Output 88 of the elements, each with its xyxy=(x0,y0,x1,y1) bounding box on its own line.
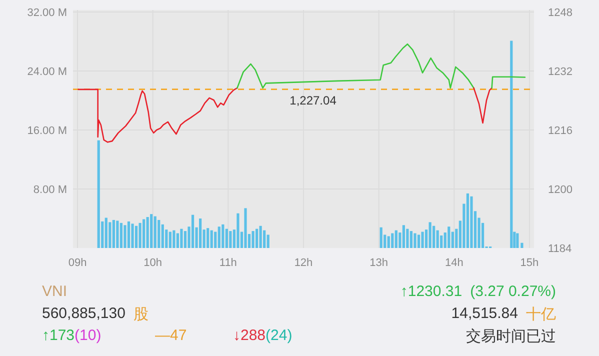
y2-tick-label: 1248 xyxy=(548,7,572,19)
bar xyxy=(255,228,258,248)
bar xyxy=(414,233,416,248)
bar xyxy=(127,221,130,248)
bar xyxy=(394,230,398,248)
bar xyxy=(387,236,390,248)
bar xyxy=(161,224,164,248)
text: ↑173 xyxy=(42,327,75,344)
bar xyxy=(448,226,450,248)
y-tick-label: 24.00 M xyxy=(27,66,67,78)
bar xyxy=(252,231,254,248)
y2-tick-label: 1184 xyxy=(548,243,572,255)
bar xyxy=(520,242,524,248)
bar xyxy=(138,222,142,248)
bar xyxy=(104,218,108,248)
text: 股 xyxy=(133,305,148,324)
bar xyxy=(199,218,202,248)
bar xyxy=(206,228,210,248)
text: (3.27 0.27%) xyxy=(470,283,556,300)
bar xyxy=(516,233,519,248)
bar xyxy=(116,220,119,248)
bar xyxy=(154,216,156,248)
text: 交易时间已过 xyxy=(466,327,556,346)
line-series xyxy=(473,87,492,124)
bar xyxy=(191,214,194,248)
bar xyxy=(466,193,470,248)
bar xyxy=(417,234,420,248)
bar xyxy=(146,217,149,248)
y2-tick-label: 1200 xyxy=(548,184,572,196)
bar xyxy=(150,214,153,248)
text: VNI xyxy=(42,283,68,300)
bar xyxy=(218,226,220,248)
bar xyxy=(266,234,270,248)
y2-tick-label: 1232 xyxy=(548,66,572,78)
bar xyxy=(97,140,100,248)
bar xyxy=(380,227,382,248)
x-tick-label: 12h xyxy=(294,257,313,269)
x-tick-label: 11h xyxy=(219,257,237,269)
x-tick-label: 14h xyxy=(444,257,464,269)
bar xyxy=(108,222,112,248)
text: 十亿 xyxy=(526,305,556,324)
bar xyxy=(158,220,160,248)
text: (10) xyxy=(74,327,102,344)
x-tick-label: 10h xyxy=(144,257,162,269)
bar xyxy=(236,213,240,248)
bar xyxy=(172,230,176,248)
text: 14,515.84 xyxy=(451,305,518,322)
y-tick-label: 32.00 M xyxy=(27,7,67,19)
bar xyxy=(124,225,126,248)
bar xyxy=(112,220,115,248)
bar xyxy=(210,230,213,248)
bar xyxy=(259,226,262,248)
x-tick-label: 09h xyxy=(68,257,87,269)
bar xyxy=(432,226,436,248)
bar xyxy=(222,224,224,248)
bar xyxy=(131,224,134,248)
bar xyxy=(410,231,413,248)
bar xyxy=(406,228,409,248)
text: ↓288 xyxy=(233,327,266,344)
bar xyxy=(402,225,405,248)
y-tick-label: 8.00 M xyxy=(33,184,67,196)
bar xyxy=(470,196,473,248)
bar xyxy=(168,232,172,248)
bar xyxy=(176,233,180,248)
line-series xyxy=(236,43,474,89)
text: (24) xyxy=(266,327,292,344)
bar xyxy=(134,226,138,248)
bar xyxy=(436,230,439,248)
bar xyxy=(391,233,394,248)
line-series xyxy=(78,87,238,143)
bar xyxy=(510,40,513,248)
bar xyxy=(142,219,146,248)
bar xyxy=(225,228,228,248)
y2-tick-label: 1216 xyxy=(548,125,572,137)
bar xyxy=(263,230,266,248)
ref-line-label: 1,227.04 xyxy=(290,93,337,108)
x-tick-label: 15h xyxy=(520,257,539,269)
bar xyxy=(180,228,183,248)
y-tick-label: 16.00 M xyxy=(27,125,67,137)
bar xyxy=(120,222,123,248)
bar xyxy=(244,208,247,248)
bar xyxy=(428,222,432,248)
bar xyxy=(229,231,232,248)
bar xyxy=(421,232,424,248)
text: ↑1230.31 xyxy=(400,283,462,300)
x-tick-label: 13h xyxy=(370,257,388,269)
text: —47 xyxy=(155,327,187,344)
text: 560,885,130 xyxy=(42,305,126,322)
